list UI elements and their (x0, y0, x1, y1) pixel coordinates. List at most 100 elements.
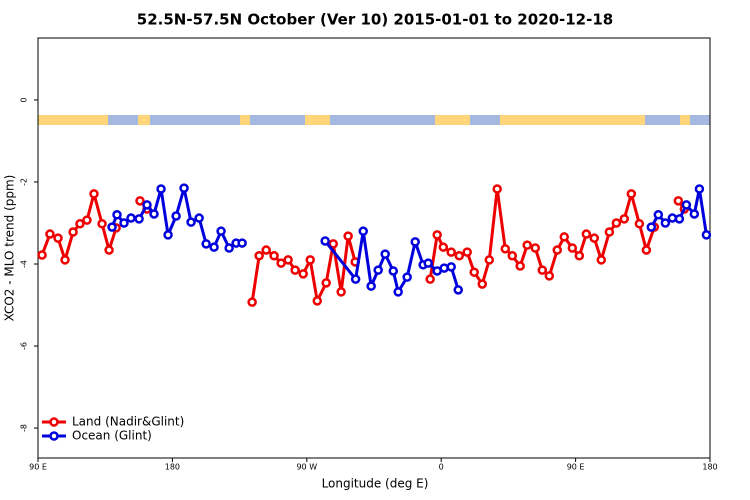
land-mask (38, 115, 710, 125)
point (328, 239, 338, 249)
point (544, 271, 555, 281)
point (149, 209, 159, 219)
point (343, 231, 353, 241)
x-tick-label: 180 (165, 463, 180, 472)
point (453, 285, 463, 295)
point (619, 214, 630, 224)
y-tick-label: -2 (20, 178, 29, 186)
point (567, 243, 578, 253)
point (53, 233, 63, 243)
point (119, 218, 129, 228)
point (358, 226, 368, 236)
point (559, 232, 570, 242)
point (500, 244, 511, 254)
chart-title: 52.5N-57.5N October (Ver 10) 2015-01-01 … (137, 11, 613, 29)
point (604, 227, 615, 237)
point (247, 297, 257, 307)
y-tick-label: -6 (20, 342, 29, 350)
point (142, 200, 152, 210)
point (484, 255, 495, 265)
point (126, 213, 136, 223)
point (589, 233, 600, 243)
point (673, 196, 684, 206)
point (674, 214, 685, 224)
point (515, 261, 525, 271)
point (283, 255, 293, 265)
point (432, 230, 442, 240)
point (410, 237, 420, 247)
legend-label: Ocean (Glint) (72, 429, 152, 443)
x-axis-label: Longitude (deg E) (322, 477, 429, 491)
point (402, 272, 412, 282)
point (112, 210, 122, 220)
x-tick-label: 180 (702, 463, 717, 472)
point (425, 274, 435, 284)
legend-marker (49, 431, 59, 441)
point (163, 230, 173, 240)
point (45, 229, 55, 239)
point (179, 183, 189, 193)
point (581, 229, 592, 239)
point (201, 239, 211, 249)
point (194, 213, 204, 223)
y-tick-label: -8 (20, 424, 29, 432)
legend-label: Land (Nadir&Glint) (72, 415, 184, 429)
point (290, 265, 300, 275)
point (681, 200, 692, 210)
y-axis-label: XCO2 - MLO trend (ppm) (3, 175, 17, 322)
point (82, 215, 92, 225)
point (446, 247, 456, 257)
point (216, 226, 226, 236)
point (350, 274, 361, 284)
x-tick-label: 0 (439, 463, 444, 472)
point (336, 287, 346, 297)
point (423, 258, 433, 268)
point (530, 243, 541, 253)
point (454, 251, 465, 261)
point (107, 222, 117, 232)
point (626, 189, 637, 199)
point (37, 250, 47, 260)
point (694, 184, 705, 194)
point (641, 245, 652, 255)
point (366, 281, 376, 291)
point (75, 219, 85, 229)
point (68, 227, 78, 237)
point (634, 219, 645, 229)
point (522, 240, 532, 250)
point (186, 217, 196, 227)
point (574, 251, 585, 261)
point (469, 267, 479, 277)
point (380, 249, 390, 259)
point (305, 255, 315, 265)
point (60, 255, 70, 265)
point (89, 189, 99, 199)
point (388, 266, 399, 276)
point (312, 296, 323, 306)
point (689, 209, 700, 219)
y-tick-label: 0 (20, 97, 29, 102)
point (660, 218, 671, 228)
plot-frame (37, 37, 711, 459)
point (537, 265, 548, 275)
point (321, 278, 331, 288)
point (477, 279, 488, 289)
x-tick-label: 90 W (296, 463, 317, 472)
point (492, 184, 502, 194)
legend-marker (49, 417, 59, 427)
point (237, 238, 247, 248)
point (298, 269, 308, 279)
point (646, 222, 657, 232)
point (596, 255, 607, 265)
point (611, 218, 622, 228)
point (254, 251, 264, 261)
point (373, 265, 383, 275)
point (135, 196, 145, 206)
point (462, 247, 472, 257)
point (701, 230, 712, 240)
point (156, 184, 166, 194)
y-tick-label: -4 (20, 260, 29, 268)
point (261, 245, 271, 255)
